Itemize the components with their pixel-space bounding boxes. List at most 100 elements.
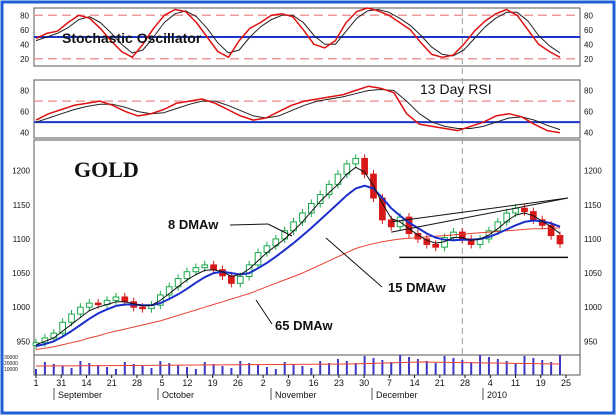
price-tick-left-0: 950	[17, 337, 31, 346]
rsi-tick-right-1: 60	[584, 108, 593, 117]
x-tick-label: 9	[286, 378, 291, 388]
stochastic-tick-left-1: 60	[20, 26, 29, 35]
x-tick-label: 12	[182, 378, 192, 388]
x-tick-label: 25	[561, 378, 571, 388]
volume-tick-1: 20000	[4, 361, 18, 367]
x-tick-label: 14	[410, 378, 420, 388]
price-candle-body	[201, 264, 209, 269]
price-candle-body	[192, 267, 200, 273]
price-candle-body	[387, 219, 395, 228]
month-label: September	[58, 390, 102, 400]
price-tick-right-4: 1150	[584, 201, 602, 210]
rsi-layer	[34, 85, 580, 134]
axis-layer: 80 80 60 60 40 40 20 20 80 80 60 60 40 40 950 950 1000 10…	[4, 11, 602, 400]
chart-title: GOLD	[74, 157, 139, 182]
price-tick-right-3: 1100	[584, 235, 602, 244]
price-tick-left-3: 1100	[13, 235, 31, 244]
price-candle-body	[139, 306, 146, 310]
x-tick-label: 19	[536, 378, 546, 388]
rsi-tick-left-0: 80	[20, 87, 29, 96]
rsi-signal-line	[35, 89, 561, 131]
channel-mid-line	[391, 197, 569, 233]
price-candle-body	[547, 224, 555, 237]
volume-tick-0: 30000	[4, 355, 18, 361]
stochastic-layer	[34, 7, 580, 60]
month-label: December	[376, 390, 418, 400]
month-label: October	[162, 390, 194, 400]
x-tick-label: 16	[309, 378, 319, 388]
annotation-8dma-pointer	[229, 223, 269, 226]
channel-upper-line	[391, 197, 569, 223]
price-candle-body	[121, 296, 129, 303]
price-candle-body	[521, 207, 528, 213]
x-tick-label: 1	[33, 378, 38, 388]
stochastic-tick-left-0: 80	[20, 11, 29, 20]
price-panel	[33, 139, 581, 356]
price-candle-body	[68, 313, 75, 323]
month-label: November	[275, 390, 317, 400]
annotation-8dma: 8 DMAw	[168, 217, 219, 232]
price-candle-body	[432, 243, 440, 248]
x-tick-label: 21	[435, 378, 445, 388]
price-candle-body	[556, 235, 564, 245]
x-tick-label: 21	[107, 378, 117, 388]
annotation-15dma-pointer	[325, 237, 383, 288]
rsi-tick-left-2: 40	[20, 129, 29, 138]
x-tick-label: 4	[488, 378, 493, 388]
x-tick-label: 28	[132, 378, 142, 388]
stochastic-label: Stochastic Oscillator	[62, 30, 202, 46]
price-candle-body	[236, 276, 244, 284]
price-tick-right-2: 1050	[584, 269, 602, 278]
price-candle-body	[112, 296, 120, 301]
price-tick-right-1: 1000	[584, 303, 602, 312]
x-tick-label: 31	[56, 378, 66, 388]
price-tick-left-2: 1050	[12, 269, 30, 278]
price-tick-right-5: 1200	[584, 167, 602, 176]
rsi-tick-right-2: 40	[584, 129, 593, 138]
price-candle-body	[494, 221, 502, 232]
price-candle-body	[361, 157, 368, 175]
x-tick-label: 19	[208, 378, 218, 388]
x-tick-label: 2	[261, 378, 266, 388]
x-tick-label: 11	[511, 378, 520, 388]
rsi-line	[35, 85, 561, 134]
volume-tick-2: 10000	[4, 367, 18, 373]
dma65-line	[35, 227, 560, 350]
x-tick-label: 30	[359, 378, 369, 388]
dma8-line	[35, 166, 561, 346]
rsi-label: 13 Day RSI	[420, 81, 492, 97]
x-tick-label: 5	[160, 378, 165, 388]
annotation-15dma: 15 DMAw	[388, 280, 446, 295]
x-tick-label: 28	[460, 378, 470, 388]
stochastic-d-line	[35, 9, 561, 57]
price-tick-left-5: 1200	[12, 167, 30, 176]
annotation-65dma: 65 DMAw	[275, 318, 333, 333]
price-tick-left-1: 1000	[12, 303, 30, 312]
stochastic-tick-right-1: 60	[584, 26, 593, 35]
price-candle-body	[77, 306, 84, 315]
stochastic-tick-left-3: 20	[20, 55, 29, 64]
price-candle-body	[503, 212, 511, 223]
rsi-tick-right-0: 80	[584, 87, 593, 96]
price-layer	[32, 154, 569, 350]
volume-average-line	[35, 361, 561, 367]
stochastic-tick-right-2: 40	[584, 40, 593, 49]
price-candle-body	[352, 157, 360, 165]
rsi-panel	[33, 79, 581, 139]
x-tick-label: 23	[334, 378, 344, 388]
rsi-tick-left-1: 60	[20, 108, 29, 117]
price-candle-body	[50, 332, 58, 339]
x-tick-label: 14	[81, 378, 91, 388]
x-tick-label: 26	[233, 378, 243, 388]
price-candle-body	[210, 264, 217, 271]
x-tick-label: 7	[387, 378, 392, 388]
price-candle-body	[59, 321, 66, 334]
price-candle-body	[299, 212, 306, 223]
annotation-8dma-pointer-2	[267, 223, 293, 237]
stochastic-tick-right-0: 80	[584, 11, 593, 20]
stochastic-tick-left-2: 40	[20, 40, 29, 49]
annotation-65dma-pointer	[255, 299, 273, 325]
volume-layer	[35, 355, 561, 375]
stochastic-k-line	[35, 7, 561, 59]
